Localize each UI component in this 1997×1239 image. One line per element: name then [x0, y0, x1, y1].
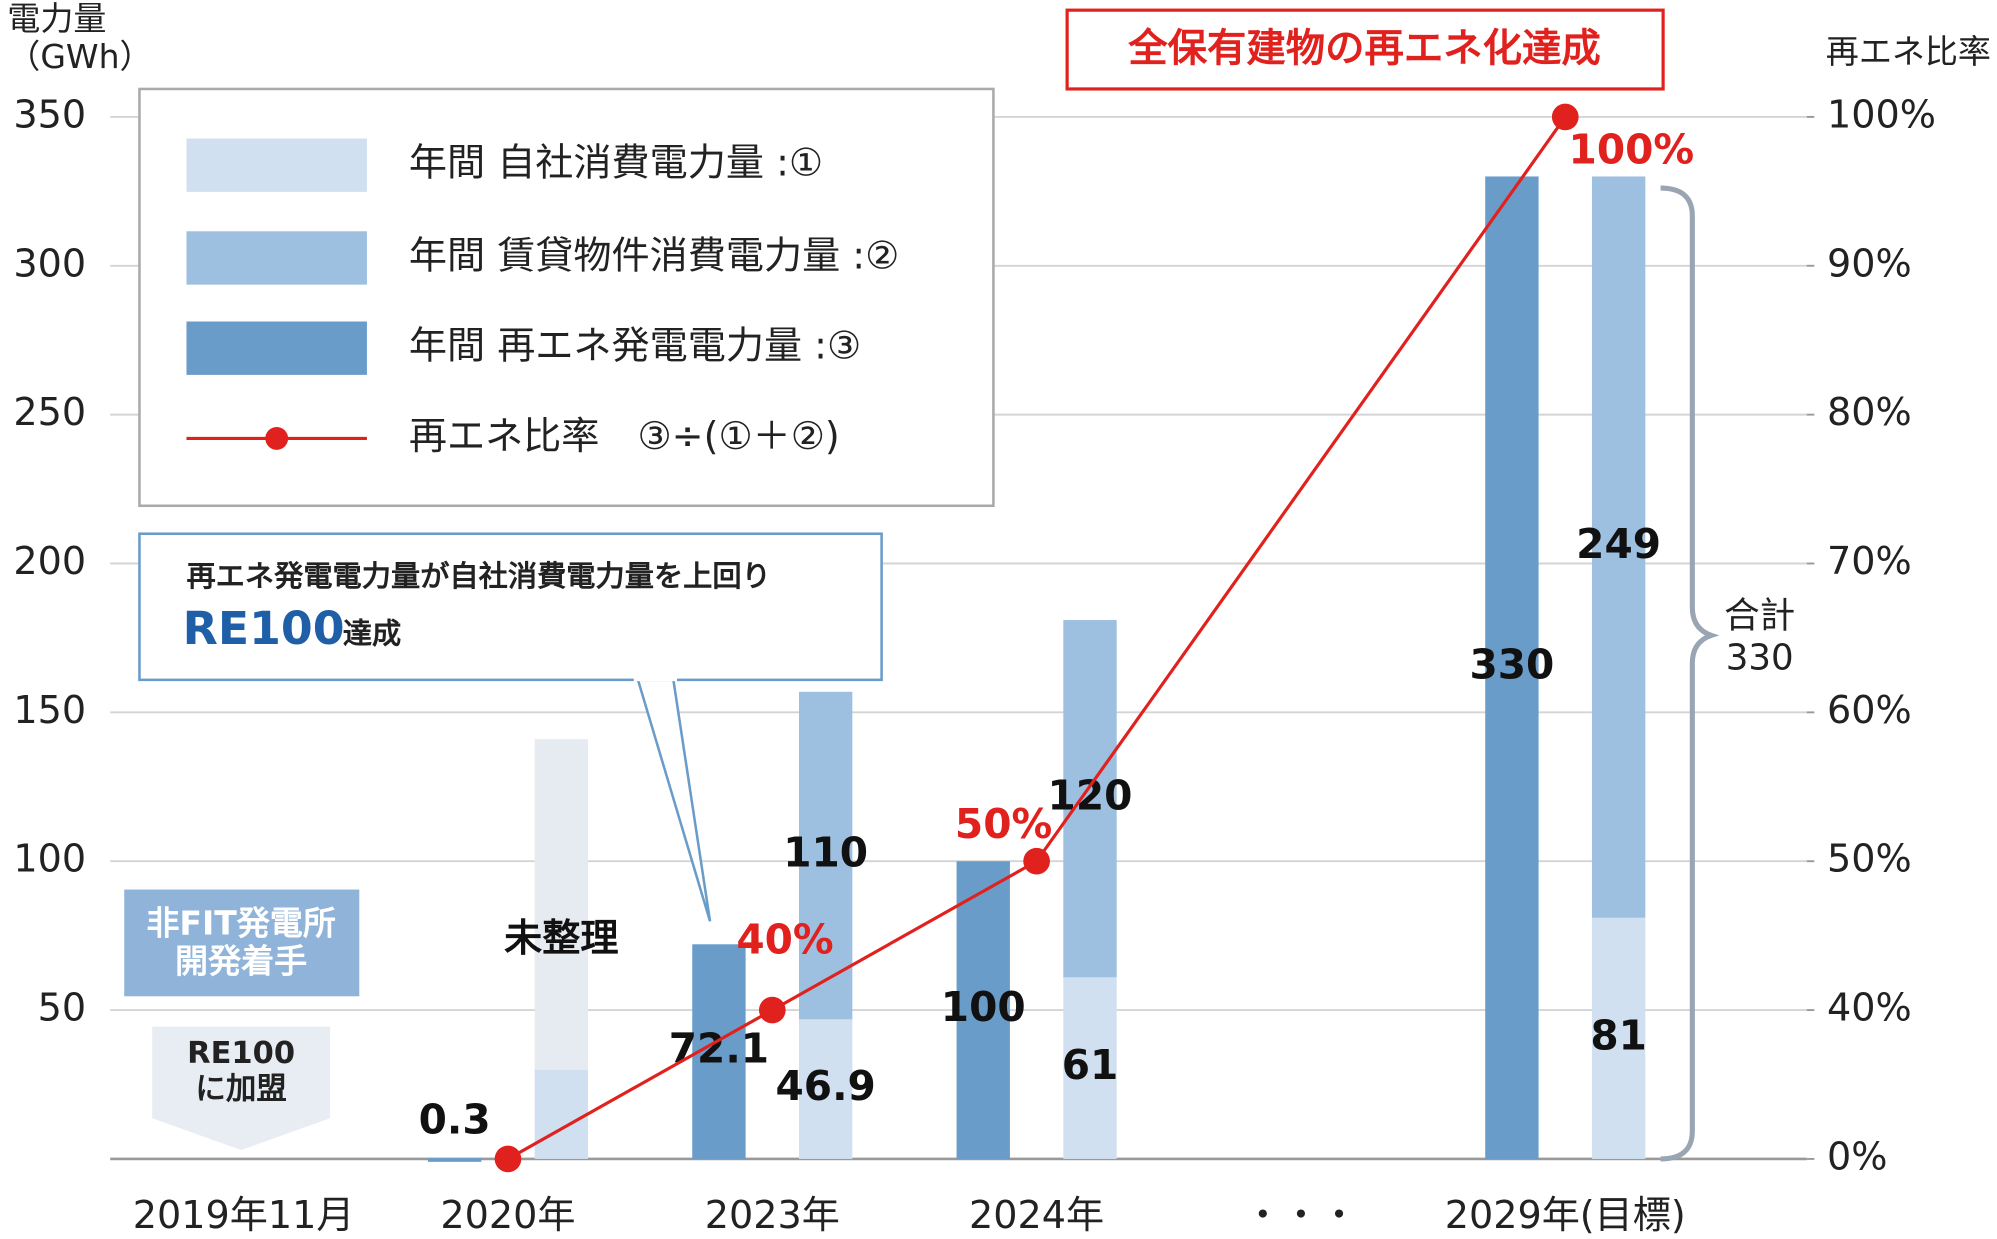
- fit-box: [124, 889, 360, 997]
- y-tick-label: 250: [13, 390, 86, 434]
- bar-note: 未整理: [504, 916, 618, 960]
- bar-label: 330: [1469, 641, 1554, 689]
- y2-tick-label: 80%: [1827, 390, 1912, 434]
- y2-axis-title: 再エネ比率: [1826, 32, 1991, 71]
- total-brace: [1660, 185, 1720, 1162]
- x-tick-label: 2020年: [440, 1193, 575, 1237]
- ratio-point: [1551, 103, 1579, 131]
- bar-label: 120: [1048, 772, 1133, 820]
- y2-tick-label: 70%: [1827, 539, 1912, 583]
- legend-label: 年間 再エネ発電電力量 :③: [409, 324, 861, 368]
- ratio-label: 40%: [736, 916, 833, 964]
- bar: [956, 861, 1010, 1159]
- ratio-point: [1023, 847, 1050, 875]
- legend-swatch: [186, 138, 367, 192]
- y2-tick-label: 40%: [1827, 986, 1912, 1030]
- legend-label: 年間 賃貸物件消費電力量 :②: [409, 233, 899, 277]
- callout-re100: RE100: [183, 602, 345, 655]
- y2-tick-label: 0%: [1827, 1134, 1887, 1178]
- join-arrow: [152, 1026, 331, 1151]
- y-tick-label: 300: [13, 241, 86, 285]
- total-value: 330: [1726, 638, 1794, 679]
- join-text: に加盟: [195, 1072, 286, 1107]
- join-text: RE100: [187, 1036, 295, 1071]
- fit-text: 開発着手: [175, 942, 307, 981]
- bar: [798, 691, 853, 1020]
- gap-label: ・・・: [1244, 1193, 1358, 1237]
- y-tick-label: 150: [13, 688, 86, 732]
- bar-label: 46.9: [776, 1062, 876, 1110]
- ratio-label: 100%: [1569, 125, 1695, 173]
- y2-tick-label: 60%: [1827, 688, 1912, 732]
- x-tick-label: 2019年11月: [133, 1193, 355, 1237]
- y-axis-unit: （GWh）: [7, 37, 152, 76]
- callout-pointer: [635, 677, 712, 922]
- bar-label: 61: [1062, 1041, 1119, 1089]
- bar: [1485, 176, 1539, 1159]
- y-tick-label: 50: [38, 986, 86, 1030]
- ratio-line: [507, 115, 1567, 1161]
- y-axis-title: 電力量: [7, 0, 106, 38]
- bar: [1063, 977, 1117, 1159]
- x-tick-label: 2029年(目標): [1445, 1193, 1686, 1237]
- total-label: 合計: [1724, 596, 1795, 637]
- goal-text: 全保有建物の再エネ化達成: [1127, 25, 1601, 71]
- callout-text: 再エネ発電電力量が自社消費電力量を上回り: [186, 559, 770, 593]
- bar-label: 249: [1576, 520, 1661, 568]
- y-tick-label: 350: [13, 92, 86, 136]
- ratio-point: [494, 1145, 522, 1173]
- bar-label: 0.3: [419, 1095, 491, 1143]
- legend-label: 再エネ比率 ③÷(①＋②): [409, 414, 840, 458]
- legend-label: 年間 自社消費電力量 :①: [409, 141, 823, 185]
- callout-achieved: 達成: [343, 616, 401, 650]
- x-tick-label: 2023年: [705, 1193, 840, 1237]
- bar-label: 72.1: [669, 1025, 769, 1073]
- callout-box: [138, 532, 883, 682]
- y-tick-label: 200: [13, 539, 86, 583]
- legend: 年間 自社消費電力量 :① 年間 賃貸物件消費電力量 :② 年間 再エネ発電電力量 …: [186, 138, 899, 458]
- bar: [534, 739, 589, 1070]
- y2-tick-label: 50%: [1827, 837, 1912, 881]
- callout-joint: [633, 673, 677, 682]
- bar: [534, 1069, 589, 1159]
- x-tick-label: 2024年: [969, 1193, 1104, 1237]
- goal-box: [1065, 8, 1665, 91]
- legend-swatch: [186, 231, 367, 285]
- bar-label: 81: [1590, 1011, 1647, 1059]
- ratio-label: 50%: [955, 800, 1052, 848]
- legend-dot: [265, 426, 289, 450]
- bar-label: 100: [941, 983, 1026, 1031]
- bar-label: 110: [783, 829, 868, 877]
- ratio-point: [758, 996, 786, 1024]
- legend-swatch: [186, 321, 367, 375]
- bar: [1063, 620, 1117, 978]
- y-tick-label: 100: [13, 837, 86, 881]
- bar: [1591, 176, 1646, 918]
- y2-tick-label: 90%: [1827, 241, 1912, 285]
- fit-text: 非FIT発電所: [146, 904, 336, 943]
- bar: [798, 1019, 853, 1159]
- y2-tick-label: 100%: [1827, 92, 1936, 136]
- bar: [427, 1158, 482, 1162]
- bar: [1591, 917, 1646, 1159]
- plot: 50 100 150 200 250 300 350 0% 40% 50% 60% 70% 80% 90%…: [13, 92, 1936, 1236]
